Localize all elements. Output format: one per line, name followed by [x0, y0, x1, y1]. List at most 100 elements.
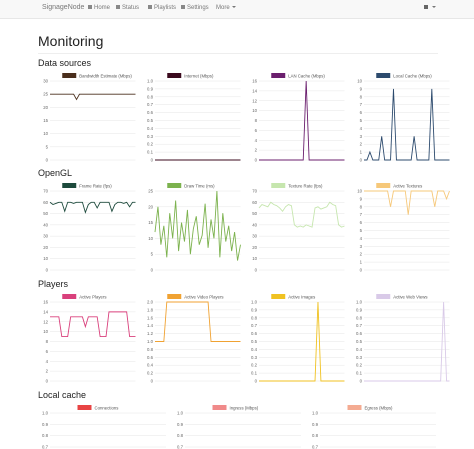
page-title: Monitoring	[38, 33, 104, 49]
y-tick-label: 20	[252, 245, 257, 250]
y-tick-label: 12	[252, 98, 257, 103]
chart: Ingress (Mbps) 0.7 0.8 0.9 1.0	[177, 405, 301, 449]
y-tick-label: 0.8	[356, 315, 363, 320]
y-tick-label: 20	[43, 245, 48, 250]
y-tick-label: 3	[359, 244, 362, 249]
legend-swatch	[62, 73, 77, 78]
y-tick-label: 5	[359, 118, 362, 123]
nav-link[interactable]: More	[216, 5, 236, 11]
y-tick-label: 3	[359, 134, 362, 139]
legend-swatch	[375, 73, 390, 78]
navbar: SignageNode Home Status Playlists Settin…	[0, 0, 474, 19]
brand[interactable]: SignageNode	[42, 4, 85, 11]
legend-label: Internet (Mbps)	[184, 73, 214, 78]
series-line	[259, 80, 345, 161]
legend-label: Active Textures	[393, 183, 422, 188]
section-title: OpenGL	[38, 168, 73, 178]
y-tick-label: 0.2	[251, 363, 258, 368]
y-tick-label: 0.3	[147, 134, 154, 139]
y-tick-label: 10	[357, 79, 362, 84]
y-tick-label: 1.8	[147, 307, 154, 312]
y-tick-label: 0.9	[251, 307, 258, 312]
y-tick-label: 10	[252, 108, 257, 113]
y-tick-label: 6	[359, 220, 362, 225]
y-tick-label: 0.7	[177, 445, 184, 449]
legend-label: Egress (Mbps)	[365, 405, 394, 410]
nav-link[interactable]: Playlists	[148, 5, 176, 11]
nav-link[interactable]: Settings	[181, 5, 209, 11]
chart: Internet (Mbps) 0 0.1 0.2 0.3 0.4 0.5 0.6 0.7 0.8…	[147, 73, 240, 163]
y-tick-label: 50	[252, 211, 257, 216]
y-tick-label: 20	[43, 105, 48, 110]
series-line	[154, 301, 240, 342]
legend-label: Connections	[95, 405, 119, 410]
y-tick-label: 0.3	[356, 355, 363, 360]
y-tick-label: 0.9	[177, 422, 184, 427]
y-tick-label: 6	[255, 128, 258, 133]
nav-link[interactable]: Status	[116, 5, 139, 11]
y-tick-label: 2	[359, 142, 362, 147]
legend-swatch	[166, 294, 181, 299]
legend-label: Bandwidth Estimate (Mbps)	[79, 73, 132, 78]
legend-label: LAN Cache (Mbps)	[288, 73, 325, 78]
y-tick-label: 0.4	[147, 363, 154, 368]
y-tick-label: 0.5	[251, 339, 258, 344]
y-tick-label: 1.4	[147, 323, 154, 328]
y-tick-label: 2.0	[147, 300, 154, 305]
y-tick-label: 2	[46, 369, 49, 374]
legend-swatch	[271, 294, 286, 299]
nav-text: Home	[94, 5, 111, 11]
y-tick-label: 0.7	[42, 445, 49, 449]
series-line	[50, 93, 136, 101]
y-tick-label: 40	[252, 222, 257, 227]
y-tick-label: 0.1	[147, 150, 154, 155]
y-tick-label: 0	[359, 158, 362, 163]
nav-text: Settings	[187, 5, 209, 11]
y-tick-label: 0.7	[356, 323, 363, 328]
y-tick-label: 0.7	[312, 445, 319, 449]
y-tick-label: 0.1	[356, 371, 363, 376]
y-tick-label: 15	[43, 118, 48, 123]
y-tick-label: 0.6	[147, 110, 154, 115]
y-tick-label: 0.6	[147, 355, 154, 360]
y-tick-label: 30	[43, 234, 48, 239]
y-tick-label: 12	[43, 319, 48, 324]
y-tick-label: 40	[43, 222, 48, 227]
section-title: Players	[38, 279, 69, 289]
y-tick-label: 30	[43, 79, 48, 84]
y-tick-label: 0.8	[42, 433, 49, 438]
chart: Active Web Views 0 0.1 0.2 0.3 0.4 0.5 0.6 0.7 0.…	[356, 294, 449, 384]
nav-text: Playlists	[154, 5, 177, 11]
y-tick-label: 8	[46, 339, 49, 344]
y-tick-label: 0	[46, 379, 49, 384]
chart: Draw Time (ms) 0 5 10 15 20 25	[148, 183, 241, 273]
y-tick-label: 5	[359, 228, 362, 233]
y-tick-label: 10	[43, 131, 48, 136]
nav-text: More	[216, 5, 230, 11]
legend-label: Active Images	[288, 294, 315, 299]
y-tick-label: 1.0	[312, 411, 319, 416]
y-tick-label: 1	[359, 150, 362, 155]
legend-label: Frame Rate (fps)	[79, 183, 112, 188]
y-tick-label: 7	[359, 212, 362, 217]
chart: LAN Cache (Mbps) 0 2 4 6 8 10 12 14 16	[252, 73, 345, 163]
y-tick-label: 0	[46, 268, 49, 273]
y-tick-label: 1.0	[251, 300, 258, 305]
chart: Active Images 0 0.1 0.2 0.3 0.4 0.5 0.6 0.7 0.8 0.…	[251, 294, 345, 384]
y-tick-label: 0.6	[251, 331, 258, 336]
y-tick-label: 0.4	[251, 347, 258, 352]
user-menu[interactable]	[424, 5, 436, 11]
legend-label: Texture Rate (fps)	[288, 183, 323, 188]
nav-link[interactable]: Home	[88, 5, 110, 11]
y-tick-label: 14	[252, 88, 257, 93]
y-tick-label: 10	[148, 236, 153, 241]
y-tick-label: 1.0	[147, 79, 154, 84]
y-tick-label: 4	[359, 236, 362, 241]
y-tick-label: 10	[43, 329, 48, 334]
y-tick-label: 0.5	[147, 118, 154, 123]
y-tick-label: 6	[46, 349, 49, 354]
y-tick-label: 70	[252, 189, 257, 194]
y-tick-label: 0	[255, 379, 258, 384]
y-tick-label: 0.7	[147, 102, 154, 107]
y-tick-label: 0	[359, 379, 362, 384]
